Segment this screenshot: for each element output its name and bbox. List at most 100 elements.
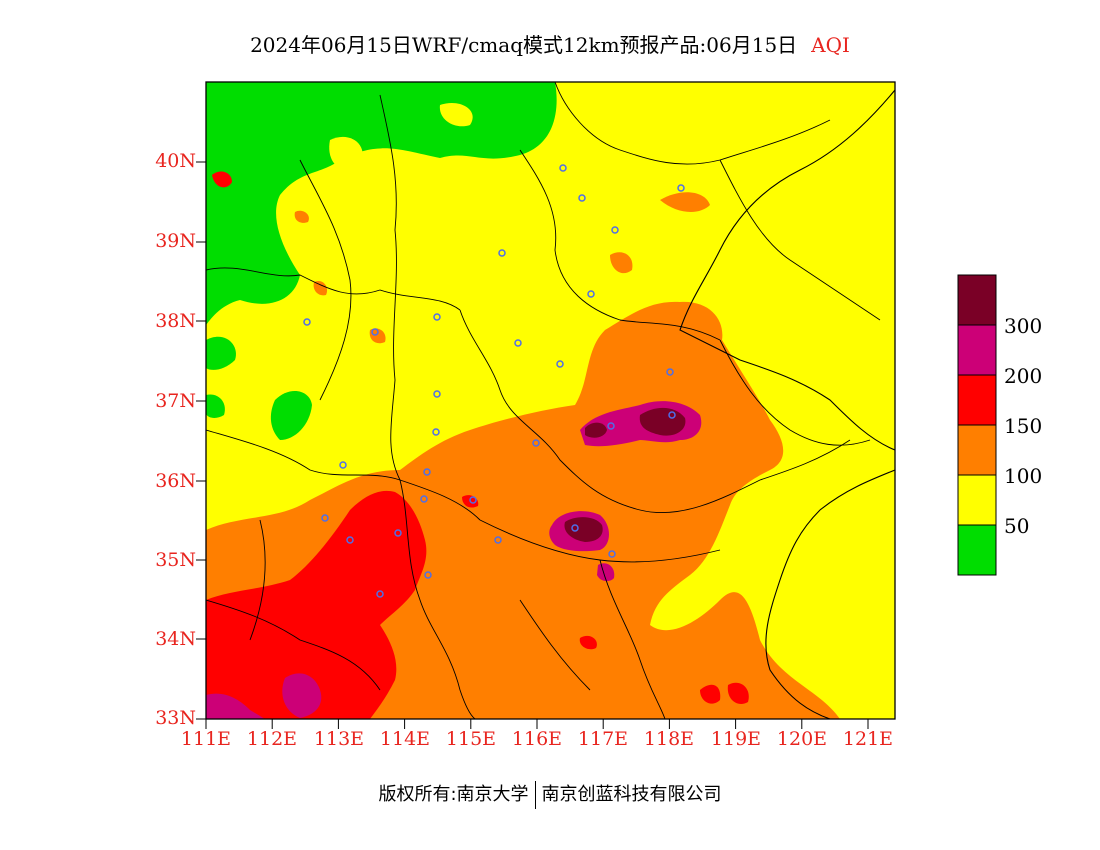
boundaries xyxy=(206,82,895,719)
lon-tick-label: 116E xyxy=(511,728,563,750)
city-marker xyxy=(532,439,540,447)
zone-very-unhealthy-sw xyxy=(206,693,265,719)
boundary-line xyxy=(206,599,381,691)
boundary-line xyxy=(639,439,851,514)
lat-tick-label: 37N xyxy=(155,390,196,412)
boundary-line xyxy=(459,309,641,511)
lat-tick-label: 33N xyxy=(155,707,196,729)
colorbar-label: 300 xyxy=(1004,314,1043,338)
city-marker xyxy=(607,422,615,430)
boundary-line xyxy=(206,267,461,311)
city-marker xyxy=(668,411,676,419)
map-field xyxy=(206,82,895,719)
city-marker xyxy=(433,313,441,321)
city-marker xyxy=(559,164,567,172)
city-marker xyxy=(587,290,595,298)
boundary-line xyxy=(399,479,476,719)
zone-unhealthy-sw xyxy=(206,490,427,719)
city-marker xyxy=(677,184,685,192)
city-marker xyxy=(611,226,619,234)
colorbar-segment-300-plus xyxy=(957,274,997,326)
colorbar-segment-0-50 xyxy=(957,524,997,576)
title-product: AQI xyxy=(811,33,850,57)
city-marker xyxy=(376,590,384,598)
colorbar-label: 100 xyxy=(1004,464,1043,488)
boundary-line xyxy=(206,429,481,521)
copyright-left: 版权所有:南京大学 xyxy=(378,784,529,805)
title-main: 2024年06月15日WRF/cmaq模式12km预报产品:06月15日 xyxy=(250,33,798,57)
boundary-line xyxy=(519,149,721,341)
zone-very-unhealthy-sw2 xyxy=(282,673,322,718)
lon-tick-label: 120E xyxy=(776,728,828,750)
city-marker xyxy=(423,468,431,476)
city-marker xyxy=(498,249,506,257)
lon-tick-label: 114E xyxy=(379,728,431,750)
footer-divider xyxy=(534,781,536,809)
city-marker xyxy=(394,529,402,537)
lon-tick-label: 111E xyxy=(180,728,232,750)
lat-tick-label: 39N xyxy=(155,230,196,252)
lat-tick-label: 38N xyxy=(155,310,196,332)
lon-tick-label: 115E xyxy=(445,728,497,750)
lat-tick-label: 35N xyxy=(155,549,196,571)
zone-moderate-island xyxy=(329,136,363,171)
city-marker xyxy=(514,339,522,347)
colorbar-label: 150 xyxy=(1004,414,1043,438)
zone-unhealthy-spot xyxy=(212,171,232,188)
zone-sensitive-spot xyxy=(660,192,710,212)
lon-tick-label: 119E xyxy=(710,728,762,750)
city-marker xyxy=(371,328,379,336)
zone-hazardous-c xyxy=(564,517,603,542)
zone-sensitive-spot xyxy=(610,252,633,274)
axis-ticks xyxy=(196,161,869,729)
lon-tick-label: 121E xyxy=(842,728,894,750)
zone-unhealthy-spot xyxy=(727,682,749,705)
coastline xyxy=(679,89,895,451)
city-marker xyxy=(494,536,502,544)
city-marker xyxy=(433,390,441,398)
aqi-colorbar xyxy=(957,274,997,576)
city-marker xyxy=(578,194,586,202)
boundary-line xyxy=(249,519,266,641)
coastline xyxy=(765,469,895,719)
lon-tick-label: 112E xyxy=(246,728,298,750)
city-marker xyxy=(469,496,477,504)
zone-sensitive-spot xyxy=(369,328,386,344)
lon-tick-label: 118E xyxy=(643,728,695,750)
boundary-line xyxy=(599,559,666,719)
zone-good-north xyxy=(206,82,557,325)
boundary-line xyxy=(299,159,352,401)
colorbar-label: 50 xyxy=(1004,514,1030,538)
boundary-line xyxy=(519,599,591,691)
city-marker xyxy=(556,360,564,368)
city-marker xyxy=(321,514,329,522)
zone-good-west xyxy=(206,336,236,370)
city-marker xyxy=(424,571,432,579)
boundary-line xyxy=(719,339,871,446)
colorbar-segment-50-100 xyxy=(957,474,997,526)
boundary-line xyxy=(379,94,401,481)
city-marker xyxy=(571,524,579,532)
zone-unhealthy-spot xyxy=(579,635,597,650)
boundary-line xyxy=(719,159,881,321)
zone-very-unhealthy-c2 xyxy=(597,563,615,582)
lon-tick-label: 113E xyxy=(313,728,365,750)
zone-hazardous-ne xyxy=(639,407,686,436)
map-title: 2024年06月15日WRF/cmaq模式12km预报产品:06月15日 AQI xyxy=(0,29,1100,58)
colorbar-label: 200 xyxy=(1004,364,1043,388)
city-marker xyxy=(420,495,428,503)
zone-sensitive-spot xyxy=(313,280,328,296)
city-marker xyxy=(346,536,354,544)
city-marker xyxy=(432,428,440,436)
copyright-right: 南京创蓝科技有限公司 xyxy=(541,784,722,805)
boundary-line xyxy=(554,82,831,165)
zone-hazardous-ne2 xyxy=(585,422,607,438)
lat-tick-label: 40N xyxy=(155,150,196,172)
zone-good-patch xyxy=(270,390,312,440)
city-marker xyxy=(303,318,311,326)
zone-moderate-island xyxy=(439,102,473,127)
colorbar-segment-150-200 xyxy=(957,374,997,426)
colorbar-segment-100-150 xyxy=(957,424,997,476)
zone-sensitive-spot xyxy=(294,210,309,223)
